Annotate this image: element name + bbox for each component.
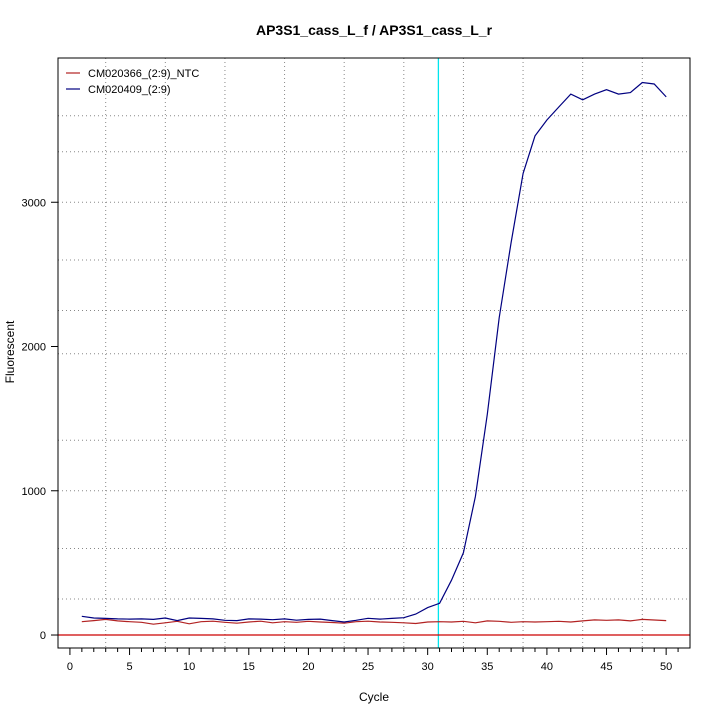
x-tick-label: 25 xyxy=(362,661,374,673)
y-tick-label: 1000 xyxy=(22,486,46,498)
x-tick-label: 40 xyxy=(541,661,553,673)
plot-frame xyxy=(57,57,691,649)
legend-entry-2: CM020409_(2:9) xyxy=(88,84,171,96)
grid-lines xyxy=(58,58,690,648)
y-axis-label: Fluorescent xyxy=(3,320,17,383)
x-tick-label: 10 xyxy=(183,661,195,673)
y-axis: 0 1000 2000 3000 xyxy=(22,197,58,642)
x-tick-label: 15 xyxy=(243,661,255,673)
legend: CM020366_(2:9)_NTC CM020409_(2:9) xyxy=(66,68,199,96)
series-line-2 xyxy=(81,81,667,623)
x-axis: 0 5 10 15 20 25 30 35 40 45 50 xyxy=(67,648,679,673)
x-tick-label: 30 xyxy=(422,661,434,673)
x-axis-label: Cycle xyxy=(359,690,389,704)
series-line-1 xyxy=(81,618,667,625)
x-tick-label: 50 xyxy=(660,661,672,673)
x-tick-label: 35 xyxy=(481,661,493,673)
series-lines xyxy=(81,81,667,625)
y-tick-label: 0 xyxy=(40,630,46,642)
legend-entry-1: CM020366_(2:9)_NTC xyxy=(88,68,199,80)
chart-title: AP3S1_cass_L_f / AP3S1_cass_L_r xyxy=(256,22,493,38)
y-tick-label: 2000 xyxy=(22,342,46,354)
x-tick-label: 20 xyxy=(302,661,314,673)
x-tick-label: 45 xyxy=(600,661,612,673)
y-tick-label: 3000 xyxy=(22,197,46,209)
x-tick-label: 5 xyxy=(126,661,132,673)
x-tick-label: 0 xyxy=(67,661,73,673)
